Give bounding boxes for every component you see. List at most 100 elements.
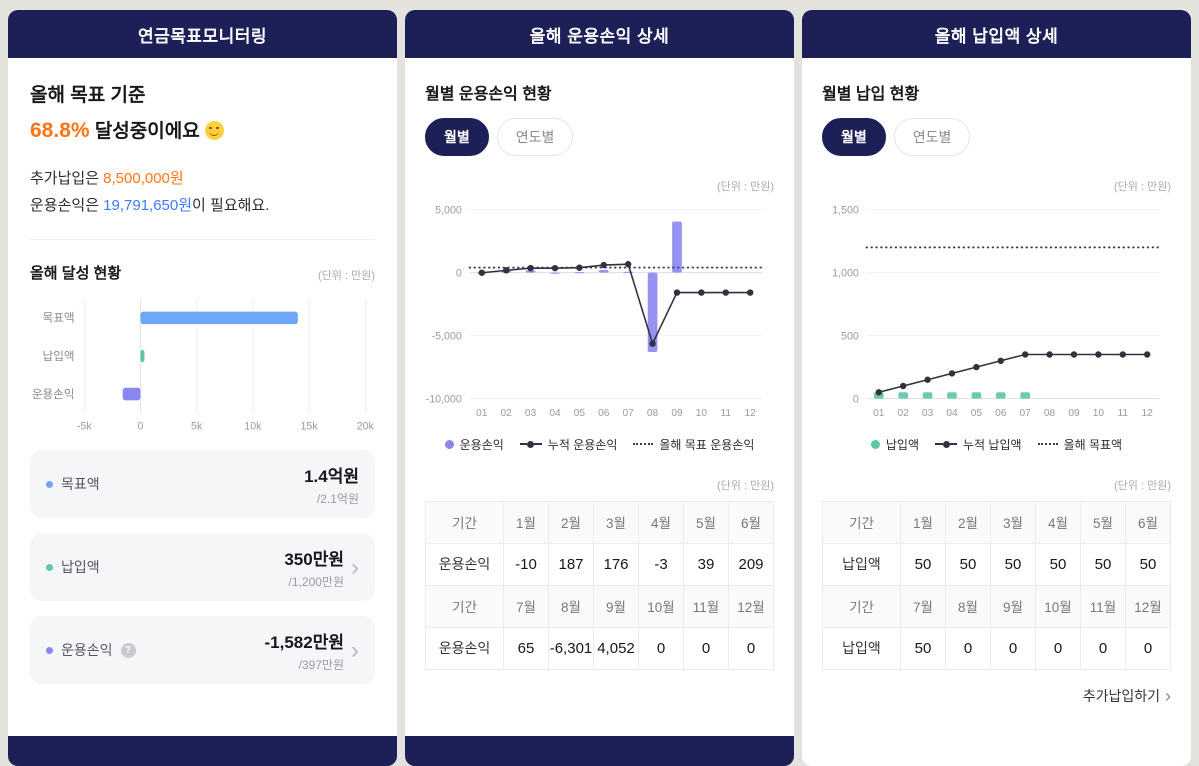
svg-text:11: 11 <box>1117 408 1128 419</box>
svg-text:0: 0 <box>138 421 144 433</box>
svg-text:11: 11 <box>720 408 731 419</box>
chevron-right-icon[interactable] <box>351 641 359 660</box>
value-cell: 3월 <box>990 500 1036 544</box>
svg-text:0: 0 <box>853 393 859 405</box>
purple-dot-icon <box>46 646 53 654</box>
profit-panel-header: 올해 운용손익 상세 <box>405 10 794 58</box>
svg-text:03: 03 <box>922 408 934 419</box>
period-toggle: 월별 연도별 <box>425 118 774 156</box>
legend-item-profit: 운용손익 <box>444 436 504 453</box>
svg-text:20k: 20k <box>357 421 375 433</box>
panel-deposit-detail: 올해 납입액 상세 월별 납입 현황 월별 연도별 (단위 : 만원) 1,50… <box>802 10 1191 766</box>
tab-monthly[interactable]: 월별 <box>822 118 886 156</box>
svg-text:0: 0 <box>456 267 462 279</box>
svg-text:12: 12 <box>1142 408 1154 419</box>
value-cell: 50 <box>900 542 946 586</box>
profit-need-amount: 19,791,650원 <box>103 197 193 214</box>
value-cell: 50 <box>1125 542 1171 586</box>
table-row-head: 기간 7월 8월 9월 10월 11월 12월 <box>822 584 1171 628</box>
purple-dot-icon <box>444 439 454 449</box>
svg-text:05: 05 <box>574 408 586 419</box>
svg-text:08: 08 <box>1044 408 1056 419</box>
achievement-section-header: 올해 달성 현황 (단위 : 만원) <box>30 262 375 283</box>
green-dot-icon <box>46 563 53 571</box>
row-label-cell: 운용손익 <box>425 542 504 586</box>
value-cell: 209 <box>728 542 774 586</box>
value-cell: 11월 <box>1080 584 1126 628</box>
unit-label: (단위 : 만원) <box>717 181 774 193</box>
deposit-table: 기간 1월 2월 3월 4월 5월 6월 납입액 50 50 50 50 50 50 기간 7월 8월 9월 10월… <box>822 500 1171 670</box>
profit-combo-chart: 5,000 0 -5,000 -10,000 01 02 03 04 05 06 07 08 09 10 1… <box>426 204 764 419</box>
svg-text:02: 02 <box>501 408 513 419</box>
value-cell: 4,052 <box>593 626 639 670</box>
svg-text:08: 08 <box>647 408 659 419</box>
row-label-cell: 기간 <box>425 584 504 628</box>
card-subvalue: /1,200만원 <box>288 574 344 589</box>
line-dot-icon <box>935 440 958 448</box>
extra-deposit-link-label: 추가납입하기 <box>1082 687 1160 704</box>
value-cell: 10월 <box>1035 584 1081 628</box>
svg-text:12: 12 <box>745 408 757 419</box>
card-subvalue: /2.1억원 <box>316 491 359 506</box>
extra-deposit-amount: 8,500,000원 <box>103 170 184 187</box>
svg-text:5k: 5k <box>191 421 203 433</box>
card-values: 1.4억원 /2.1억원 <box>304 462 359 507</box>
value-cell: 2월 <box>548 500 594 544</box>
value-cell: 11월 <box>683 584 729 628</box>
svg-text:09: 09 <box>671 408 683 419</box>
chevron-right-icon[interactable] <box>351 558 359 577</box>
value-cell: -3 <box>638 542 684 586</box>
panel-profit-detail: 올해 운용손익 상세 월별 운용손익 현황 월별 연도별 (단위 : 만원) 5… <box>405 10 794 766</box>
legend-item-target-profit: 올해 목표 운용손익 <box>633 436 754 453</box>
svg-text:03: 03 <box>525 408 537 419</box>
svg-text:05: 05 <box>971 408 983 419</box>
value-cell: 50 <box>1080 542 1126 586</box>
deposit-chart-legend: 납입액 누적 납입액 올해 목표액 <box>822 436 1171 453</box>
card-label-row: 운용손익 <box>46 640 136 660</box>
deposit-section-title: 월별 납입 현황 <box>822 86 920 103</box>
value-cell: 5월 <box>683 500 729 544</box>
table-row-head: 기간 1월 2월 3월 4월 5월 6월 <box>425 500 774 544</box>
value-cell: 0 <box>990 626 1036 670</box>
row-label-cell: 납입액 <box>822 626 901 670</box>
profit-need-suffix: 이 필요해요. <box>192 197 270 214</box>
tab-yearly[interactable]: 연도별 <box>893 118 971 156</box>
table-row-data: 납입액 50 0 0 0 0 0 <box>822 626 1171 670</box>
value-cell: 6월 <box>728 500 774 544</box>
card-value: -1,582만원 <box>264 632 344 652</box>
card-subvalue: /397만원 <box>298 657 344 672</box>
card-values: 350만원 /1,200만원 <box>284 545 359 590</box>
value-cell: 0 <box>945 626 991 670</box>
tab-yearly[interactable]: 연도별 <box>496 118 574 156</box>
svg-text:납입액: 납입액 <box>43 350 75 363</box>
tab-monthly[interactable]: 월별 <box>425 118 489 156</box>
svg-text:1,000: 1,000 <box>832 267 859 279</box>
value-cell: 176 <box>593 542 639 586</box>
svg-text:10k: 10k <box>244 421 262 433</box>
deposit-panel-header: 올해 납입액 상세 <box>802 10 1191 58</box>
value-cell: 50 <box>990 542 1036 586</box>
extra-deposit-prefix: 추가납입은 <box>30 170 104 187</box>
help-icon[interactable] <box>120 642 136 658</box>
bottom-bar <box>405 736 794 766</box>
smile-emoji <box>204 121 224 140</box>
chevron-right-icon <box>1165 689 1171 703</box>
card-investment-profit[interactable]: 운용손익 -1,582만원 /397만원 <box>30 616 375 685</box>
goal-headline-line2: 68.8% 달성중이에요 <box>30 116 375 143</box>
svg-text:5,000: 5,000 <box>435 204 462 216</box>
value-cell: 9월 <box>990 584 1036 628</box>
divider <box>30 239 375 240</box>
deposit-panel-title: 올해 납입액 상세 <box>934 26 1059 46</box>
value-cell: 2월 <box>945 500 991 544</box>
unit-label: (단위 : 만원) <box>1114 479 1171 492</box>
needed-amounts: 추가납입은 8,500,000원 운용손익은 19,791,650원이 필요해요… <box>30 165 375 219</box>
value-cell: 39 <box>683 542 729 586</box>
profit-panel-title: 올해 운용손익 상세 <box>529 26 670 46</box>
period-toggle: 월별 연도별 <box>822 118 1171 156</box>
extra-deposit-link[interactable]: 추가납입하기 <box>822 686 1171 706</box>
profit-need-prefix: 운용손익은 <box>30 197 104 214</box>
card-deposits[interactable]: 납입액 350만원 /1,200만원 <box>30 533 375 602</box>
goal-panel-body: 올해 목표 기준 68.8% 달성중이에요 추가납입은 8,500,000원 운… <box>8 58 397 766</box>
profit-section-title: 월별 운용손익 현황 <box>425 86 552 103</box>
svg-text:02: 02 <box>898 408 910 419</box>
